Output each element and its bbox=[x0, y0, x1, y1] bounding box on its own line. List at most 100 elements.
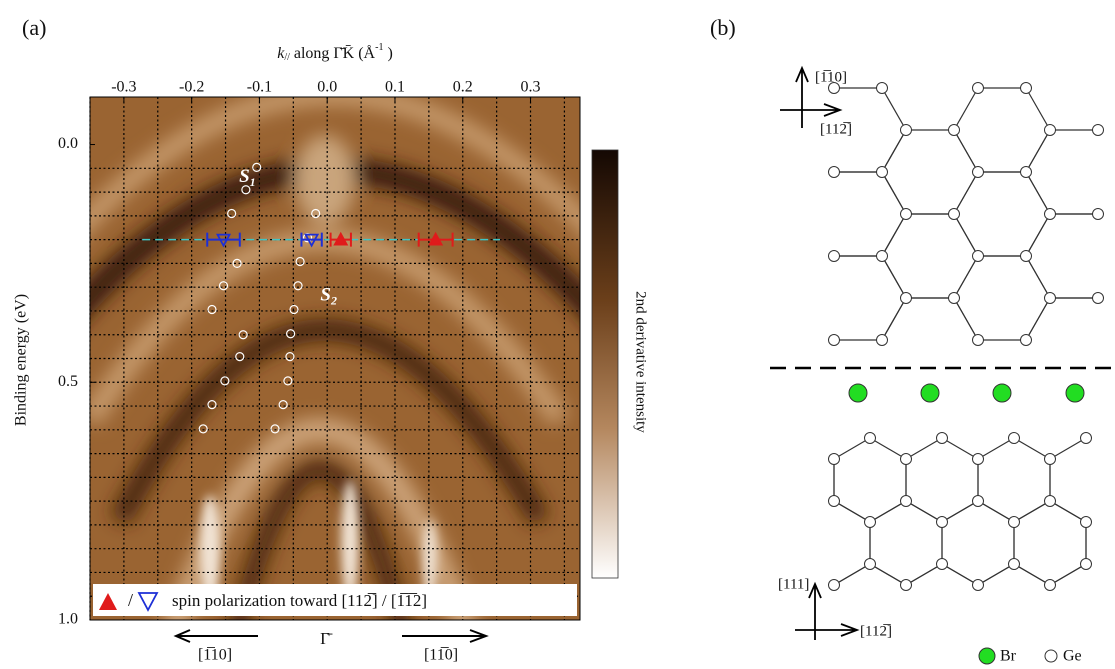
intensity-map bbox=[90, 97, 580, 620]
bond bbox=[953, 129, 979, 173]
band-point bbox=[235, 351, 245, 362]
br-atom bbox=[920, 383, 940, 403]
ge-atom bbox=[972, 82, 984, 94]
ge-atom bbox=[828, 579, 840, 591]
ge-atom bbox=[1092, 292, 1104, 304]
ge-atom bbox=[900, 453, 912, 465]
bond bbox=[905, 437, 943, 460]
bond bbox=[953, 213, 979, 257]
title-part: along Γ̄K̄ (Å bbox=[290, 44, 376, 62]
x-axis-title: k// along Γ̄K̄ (Å-1 ) bbox=[277, 42, 393, 63]
legend-label: Br bbox=[1000, 648, 1017, 665]
band-point bbox=[286, 329, 296, 339]
axis-label: [112̅] bbox=[860, 623, 892, 639]
ge-atom bbox=[936, 516, 948, 528]
bond bbox=[953, 297, 979, 341]
ge-atom bbox=[900, 292, 912, 304]
bond bbox=[977, 500, 1015, 523]
ge-atom bbox=[828, 453, 840, 465]
annotation: S1 bbox=[239, 166, 256, 188]
annotation-main: S bbox=[239, 166, 250, 187]
band-point bbox=[311, 208, 321, 219]
y-tick-label: 0.5 bbox=[58, 373, 78, 390]
ge-atom bbox=[972, 453, 984, 465]
bond bbox=[953, 87, 979, 131]
bond bbox=[1013, 563, 1051, 586]
annotation-main: S bbox=[320, 285, 331, 306]
ge-atom bbox=[1044, 495, 1056, 507]
bond bbox=[881, 297, 907, 341]
ge-atom bbox=[948, 292, 960, 304]
y-tick-label: 1.0 bbox=[58, 611, 78, 628]
legend-label: Ge bbox=[1063, 648, 1082, 665]
bond bbox=[881, 171, 907, 215]
ge-atom bbox=[1044, 124, 1056, 136]
band-point bbox=[241, 185, 251, 195]
ge-atom bbox=[864, 516, 876, 528]
ge-atom bbox=[1044, 579, 1056, 591]
band-point bbox=[302, 233, 313, 243]
band-point bbox=[198, 424, 208, 434]
axis-label: [1̅10] bbox=[815, 69, 847, 85]
bond bbox=[1025, 297, 1051, 341]
band-point bbox=[283, 376, 293, 386]
title-part: // bbox=[284, 52, 290, 63]
bottom-label: [1̅10] bbox=[198, 647, 232, 664]
bond bbox=[1025, 255, 1051, 299]
band-point bbox=[227, 208, 237, 219]
x-tick-label: 0.0 bbox=[317, 79, 337, 96]
ge-atom bbox=[876, 250, 888, 262]
spin-marker bbox=[215, 233, 232, 248]
bond bbox=[941, 500, 979, 523]
bond bbox=[869, 437, 907, 460]
bond bbox=[1049, 437, 1087, 460]
ge-atom bbox=[972, 334, 984, 346]
arrow-right bbox=[402, 629, 489, 643]
ge-atom bbox=[876, 334, 888, 346]
ge-atom bbox=[828, 166, 840, 178]
bond bbox=[833, 500, 871, 523]
ge-atom bbox=[936, 558, 948, 570]
legend-up-triangle bbox=[99, 593, 117, 610]
ge-atom bbox=[1020, 166, 1032, 178]
x-tick-label: 0.2 bbox=[453, 79, 473, 96]
ge-atom bbox=[972, 166, 984, 178]
band-point bbox=[220, 376, 230, 386]
ge-atom bbox=[1044, 208, 1056, 220]
ge-atom bbox=[972, 495, 984, 507]
bottom-label: Γ̄ bbox=[320, 629, 333, 648]
ge-atom bbox=[1080, 432, 1092, 444]
bond bbox=[977, 437, 1015, 460]
ge-atom bbox=[1008, 432, 1020, 444]
marks bbox=[142, 162, 501, 434]
panel-label: (b) bbox=[710, 15, 736, 40]
br-atom bbox=[1065, 383, 1085, 403]
x-tick-label: 0.1 bbox=[385, 79, 405, 96]
bond bbox=[833, 437, 871, 460]
ge-atom bbox=[864, 558, 876, 570]
ge-atom bbox=[936, 432, 948, 444]
grid bbox=[89, 97, 580, 620]
colorbar-label: 2nd derivative intensity bbox=[633, 291, 649, 433]
spin-marker bbox=[428, 231, 444, 246]
ge-atom bbox=[876, 166, 888, 178]
band-point bbox=[207, 304, 217, 315]
y-axis-title: Binding energy (eV) bbox=[13, 294, 30, 426]
ge-atom bbox=[1080, 558, 1092, 570]
band-point bbox=[293, 281, 303, 291]
ge-atom bbox=[900, 495, 912, 507]
ge-atom bbox=[864, 432, 876, 444]
bond bbox=[1049, 500, 1087, 523]
bottom-label: [11̅0] bbox=[424, 647, 458, 664]
ge-atom bbox=[900, 579, 912, 591]
ge-atom bbox=[1092, 124, 1104, 136]
ge-atom bbox=[900, 124, 912, 136]
title-part: -1 bbox=[375, 42, 383, 53]
ge-atom bbox=[972, 250, 984, 262]
legend-box bbox=[93, 584, 577, 616]
bond bbox=[869, 563, 907, 586]
colorbar bbox=[591, 149, 619, 579]
br-atom bbox=[992, 383, 1012, 403]
bond bbox=[1025, 213, 1051, 257]
bond bbox=[881, 213, 907, 257]
